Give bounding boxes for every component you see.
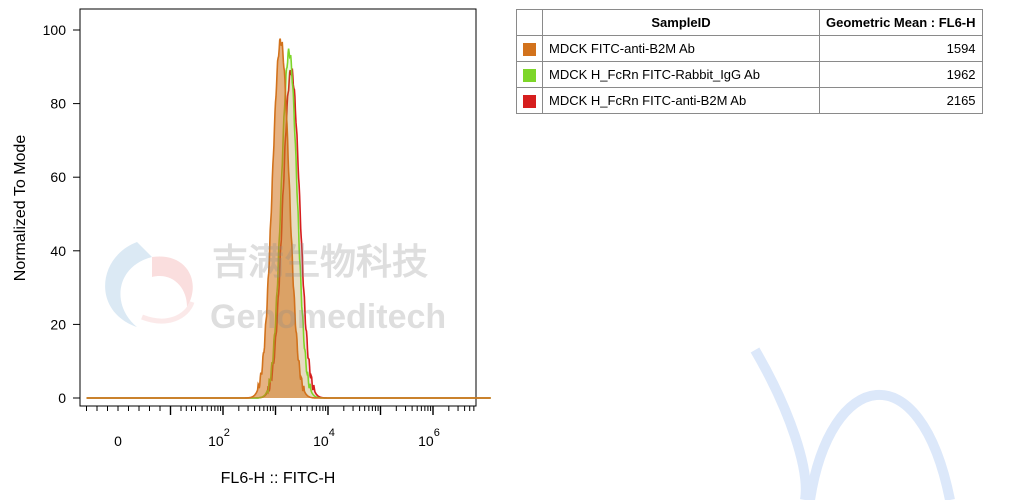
y-tick-label: 80 <box>50 96 66 112</box>
table-row: MDCK H_FcRn FITC-Rabbit_IgG Ab 1962 <box>516 61 983 88</box>
geometric-mean-cell: 2165 <box>819 87 983 114</box>
color-swatch-red <box>523 95 536 109</box>
y-tick-label: 60 <box>50 169 66 185</box>
plot-frame <box>79 8 477 407</box>
table-header-row: SampleID Geometric Mean : FL6-H <box>516 9 983 36</box>
color-swatch-green <box>523 69 536 83</box>
y-tick-label: 20 <box>50 316 66 332</box>
histogram-plot: 0 20 40 60 80 100 0 102 104 106 Normalized To Mo… <box>12 8 491 487</box>
sample-id-cell: MDCK H_FcRn FITC-Rabbit_IgG Ab <box>542 61 820 88</box>
swatch-cell <box>516 61 543 88</box>
x-tick-label: 102 <box>208 427 230 449</box>
sample-id-cell: MDCK FITC-anti-B2M Ab <box>542 35 820 62</box>
geometric-mean-header: Geometric Mean : FL6-H <box>819 9 983 36</box>
x-axis-label: FL6-H :: FITC-H <box>221 470 336 487</box>
y-tick-label: 100 <box>43 22 67 38</box>
swatch-cell <box>516 87 543 114</box>
table-row: MDCK H_FcRn FITC-anti-B2M Ab 2165 <box>516 87 983 114</box>
color-swatch-orange <box>523 43 536 57</box>
x-tick-label: 106 <box>418 427 440 449</box>
y-axis-label: Normalized To Mode <box>12 135 29 282</box>
x-tick-exponent: 4 <box>329 427 335 439</box>
swatch-cell <box>516 35 543 62</box>
swatch-header <box>516 9 543 36</box>
sample-id-header: SampleID <box>542 9 820 36</box>
table-row: MDCK FITC-anti-B2M Ab 1594 <box>516 35 983 62</box>
y-tick-label: 40 <box>50 243 66 259</box>
x-tick-label: 104 <box>313 427 335 449</box>
geometric-mean-cell: 1962 <box>819 61 983 88</box>
x-tick-label: 0 <box>114 433 122 449</box>
series-line <box>86 38 491 399</box>
sample-stats-table: SampleID Geometric Mean : FL6-H MDCK FIT… <box>516 9 983 114</box>
x-tick-exponent: 6 <box>434 427 440 439</box>
y-tick-label: 0 <box>58 390 66 406</box>
series-fill <box>86 38 491 398</box>
geometric-mean-cell: 1594 <box>819 35 983 62</box>
decorative-arc-watermark <box>750 347 955 500</box>
x-tick-exponent: 2 <box>224 427 230 439</box>
sample-id-cell: MDCK H_FcRn FITC-anti-B2M Ab <box>542 87 820 114</box>
